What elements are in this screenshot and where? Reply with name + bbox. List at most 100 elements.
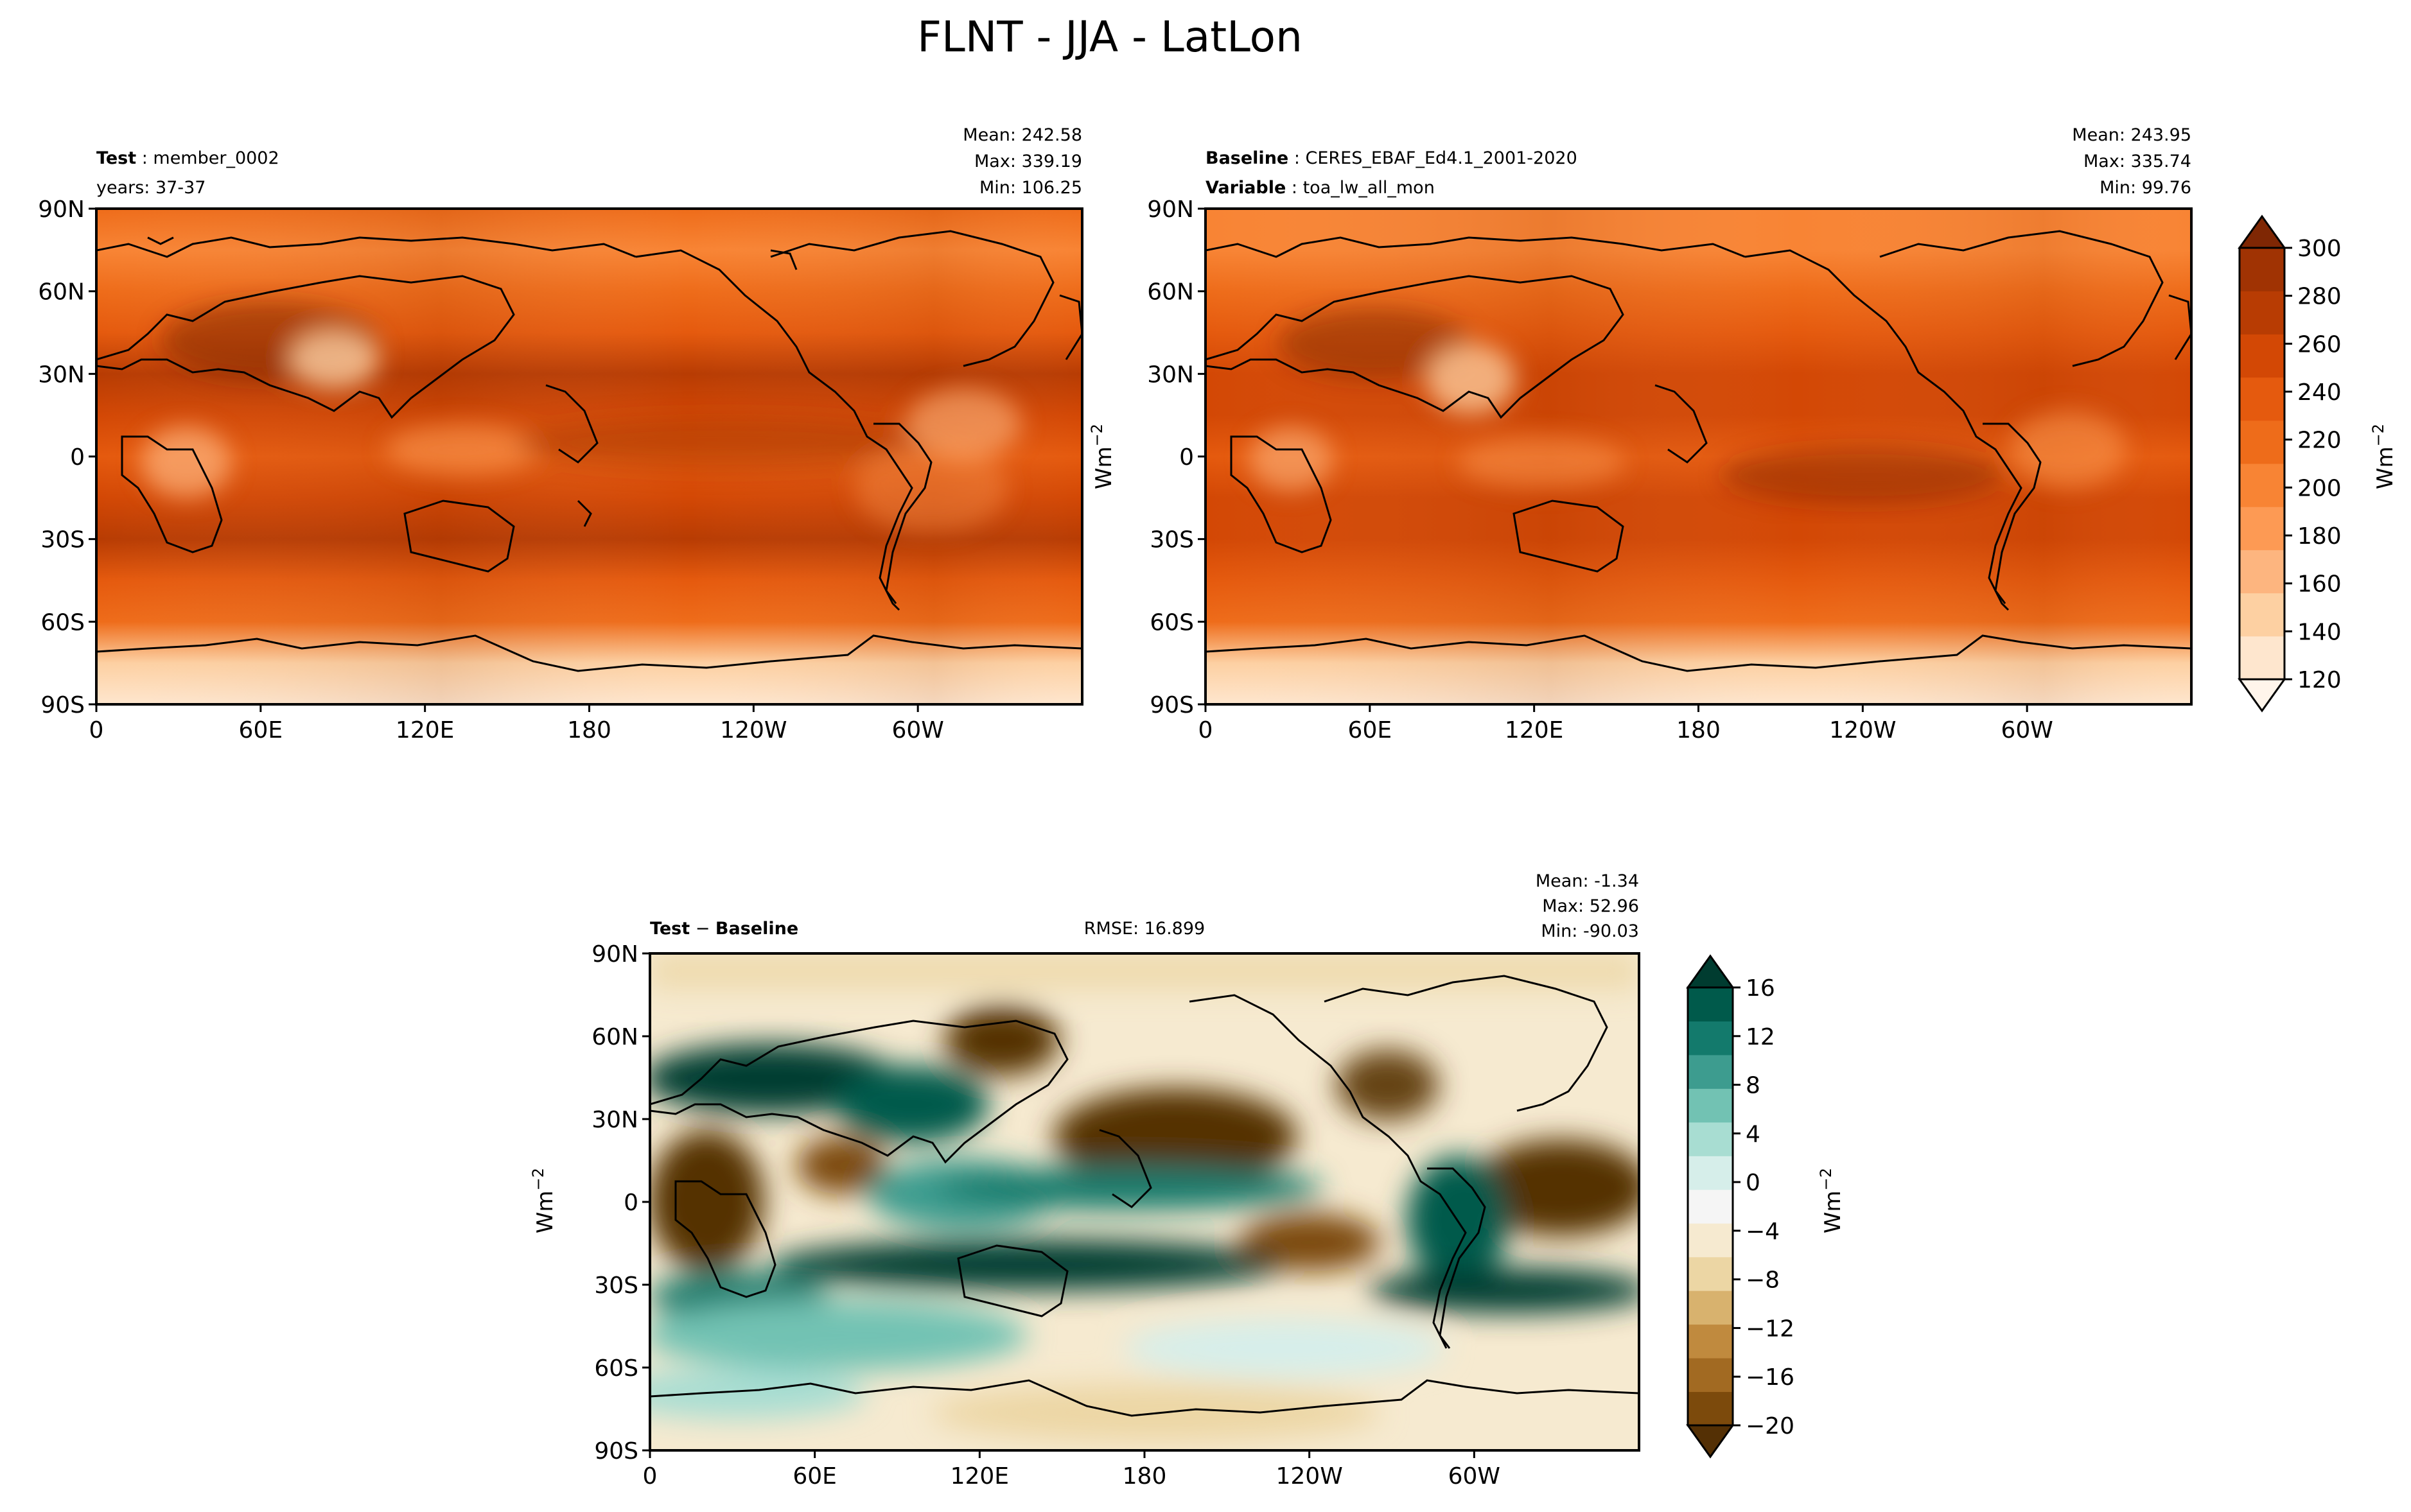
colorbar-absolute-band — [2240, 420, 2284, 464]
panel-baseline-ylabel-sup: −2 — [1088, 424, 1106, 446]
colorbar-difference-swatches: −20 −16 −12 −8 −4 0 4 8 12 16 — [1686, 954, 1794, 1459]
panel-difference-xtick-label: 60E — [793, 1463, 837, 1490]
colorbar-absolute-tick-label: 120 — [2297, 667, 2342, 693]
colorbar-absolute-label-sup: −2 — [2369, 424, 2387, 446]
colorbar-difference: −20 −16 −12 −8 −4 0 4 8 12 16 Wm−2 — [1686, 954, 1846, 1459]
colorbar-absolute-band — [2240, 377, 2284, 421]
panel-test-ytick-label: 90N — [38, 196, 85, 223]
colorbar-difference-band — [1688, 1290, 1733, 1325]
panel-difference-label-minus: − — [690, 919, 715, 939]
panel-difference-mean: Mean: -1.34 — [1536, 871, 1639, 891]
panel-test-coastlines — [96, 230, 1082, 672]
colorbar-difference-tick-label: 4 — [1746, 1121, 1760, 1147]
panel-test-ytick-label: 60S — [40, 609, 85, 636]
colorbar-difference-extend-max — [1686, 954, 1735, 989]
panel-test-mean: Mean: 242.58 — [963, 125, 1082, 145]
panel-difference-label-a: Test — [650, 919, 690, 939]
colorbar-absolute-tick-label: 160 — [2297, 571, 2342, 598]
colorbar-difference-band — [1688, 1391, 1733, 1426]
colorbar-absolute-tick-label: 280 — [2297, 284, 2342, 310]
panel-difference-xtick-label: 180 — [1123, 1463, 1167, 1490]
panel-baseline-ylabel-unit: Wm — [1091, 446, 1117, 489]
panel-baseline-variable: Variable : toa_lw_all_mon — [1206, 178, 1435, 198]
panel-difference-max: Max: 52.96 — [1542, 896, 1639, 916]
figure-title: FLNT - JJA - LatLon — [917, 12, 1302, 62]
panel-difference-ylabel-sup: −2 — [529, 1168, 547, 1190]
panel-difference-label-b: Baseline — [715, 919, 798, 939]
panel-test-features — [141, 302, 1021, 533]
panel-difference-xtick-label: 120E — [951, 1463, 1009, 1490]
panel-test-years: years: 37-37 — [96, 178, 206, 198]
panel-test-label-colon: : — [136, 148, 153, 168]
panel-test-islands — [577, 249, 798, 527]
colorbar-absolute-extend-min — [2238, 678, 2286, 713]
colorbar-absolute-band — [2240, 248, 2284, 291]
panel-test-ytick-label: 90S — [40, 692, 85, 718]
colorbar-difference-band — [1688, 1189, 1733, 1224]
panel-baseline-ytick-label: 60S — [1150, 609, 1194, 636]
colorbar-absolute-tick-label: 140 — [2297, 619, 2342, 645]
panel-baseline-ylabel: Wm−2 — [1088, 424, 1117, 489]
colorbar-absolute-band — [2240, 593, 2284, 637]
panel-baseline-ytick-label: 90N — [1147, 196, 1194, 223]
colorbar-difference-tick-label: 16 — [1746, 975, 1775, 1002]
colorbar-absolute-tick-label: 300 — [2297, 236, 2342, 262]
colorbar-difference-band — [1688, 1122, 1733, 1156]
colorbar-difference-extend-min — [1686, 1424, 1735, 1459]
panel-baseline-features — [1249, 308, 2126, 504]
panel-difference-coastlines — [650, 975, 1639, 1417]
colorbar-difference-band — [1688, 1256, 1733, 1291]
panel-baseline-xtick-label: 120W — [1829, 717, 1896, 743]
colorbar-absolute-band — [2240, 464, 2284, 507]
panel-test-xtick-label: 0 — [89, 717, 104, 743]
colorbar-absolute-band — [2240, 550, 2284, 594]
panel-baseline-variable-colon: : — [1286, 178, 1302, 198]
colorbar-difference-tick-label: 8 — [1746, 1073, 1760, 1099]
panel-difference-min: Min: -90.03 — [1541, 921, 1639, 941]
panel-difference-features — [650, 953, 1639, 1441]
panel-test-ytick-label: 30N — [38, 361, 85, 388]
panel-test-xtick-label: 180 — [567, 717, 611, 743]
panel-baseline-variable-bold: Variable — [1206, 178, 1286, 198]
panel-baseline-xtick-label: 0 — [1198, 717, 1213, 743]
panel-difference-xtick-label: 60W — [1448, 1463, 1500, 1490]
colorbar-absolute-tick-label: 260 — [2297, 331, 2342, 358]
panel-baseline-label-text: CERES_EBAF_Ed4.1_2001-2020 — [1306, 148, 1577, 168]
panel-baseline-ytick-label: 30N — [1147, 361, 1194, 388]
colorbar-difference-band — [1688, 1021, 1733, 1056]
panel-baseline-xtick-label: 60W — [2001, 717, 2053, 743]
colorbar-difference-band — [1688, 1088, 1733, 1123]
panel-test-min: Min: 106.25 — [979, 178, 1082, 198]
panel-test-label-bold: Test — [96, 148, 136, 168]
panel-baseline-axes: 0 60E 120E 180 120W 60W 90N 60N 30N 0 30S 60S 90S — [1147, 196, 2053, 743]
panel-baseline-label: Baseline : CERES_EBAF_Ed4.1_2001-2020 — [1206, 148, 1577, 168]
panel-test-ytick-label: 60N — [38, 279, 85, 306]
panel-test-axes: 0 60E 120E 180 120W 60W 90N 60N 30N 0 30S 60S 90S — [38, 196, 944, 743]
panel-difference-ylabel-unit: Wm — [532, 1190, 558, 1233]
colorbar-absolute-band — [2240, 291, 2284, 335]
panel-test-xtick-label: 120W — [720, 717, 787, 743]
colorbar-difference-outline — [1687, 986, 1734, 1427]
panel-difference-label: Test − Baseline — [650, 919, 798, 939]
panel-baseline-variable-text: toa_lw_all_mon — [1303, 178, 1435, 198]
panel-test: Test : member_0002 years: 37-37 Mean: 24… — [38, 125, 1083, 743]
panel-baseline-ytick-label: 60N — [1147, 279, 1194, 306]
panel-baseline-min: Min: 99.76 — [2100, 178, 2191, 198]
panel-difference-ytick-label: 90N — [592, 941, 638, 968]
colorbar-difference-label-unit: Wm — [1820, 1190, 1846, 1233]
colorbar-difference-band — [1688, 1223, 1733, 1258]
panel-test-max: Max: 339.19 — [974, 152, 1082, 171]
panel-difference-axes: 0 60E 120E 180 120W 60W 90N 60N 30N 0 30S 60S 90S — [592, 941, 1500, 1490]
colorbar-absolute-tick-label: 240 — [2297, 379, 2342, 406]
panel-difference-ytick-label: 60S — [594, 1355, 638, 1382]
colorbar-difference-label-sup: −2 — [1817, 1168, 1835, 1190]
panel-baseline-ytick-label: 90S — [1150, 692, 1194, 718]
panel-test-ytick-label: 30S — [40, 527, 85, 553]
panel-test-xtick-label: 60W — [891, 717, 943, 743]
colorbar-difference-band — [1688, 1054, 1733, 1089]
colorbar-difference-tick-label: −8 — [1746, 1267, 1780, 1294]
panel-difference-ytick-label: 30N — [592, 1107, 638, 1133]
panel-difference: Test − Baseline RMSE: 16.899 Mean: -1.34… — [529, 871, 1640, 1490]
panel-difference-ytick-label: 90S — [594, 1438, 638, 1464]
